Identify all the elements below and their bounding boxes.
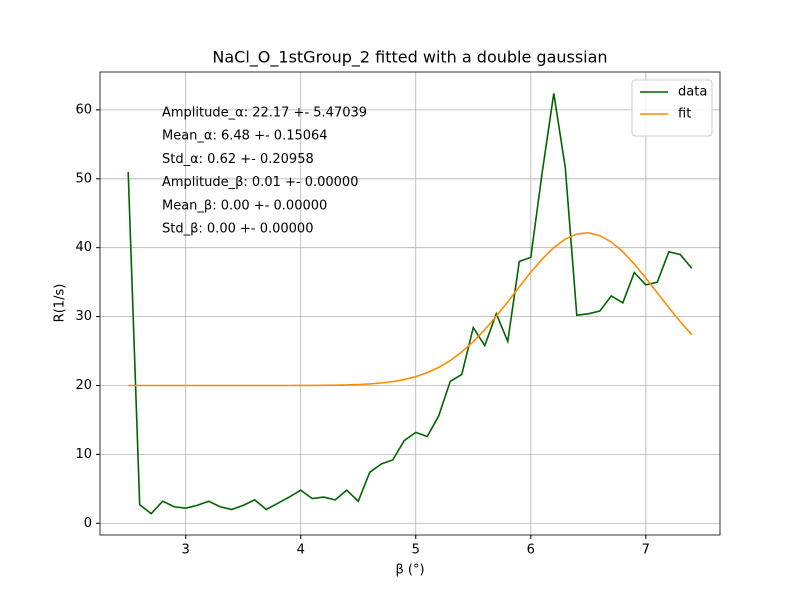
plot-frame — [99, 71, 721, 536]
annotation: Mean_β: 0.00 +- 0.00000 — [162, 198, 327, 213]
chart-title: NaCl_O_1stGroup_2 fitted with a double g… — [212, 48, 607, 68]
x-tick-label: 5 — [412, 543, 420, 558]
y-tick-label: 10 — [75, 447, 92, 462]
x-tick-label: 3 — [182, 543, 190, 558]
annotation: Amplitude_α: 22.17 +- 5.47039 — [162, 106, 367, 121]
y-tick-label: 50 — [75, 171, 92, 186]
annotation: Std_β: 0.00 +- 0.00000 — [162, 222, 313, 237]
series-line — [128, 232, 693, 387]
legend-box — [631, 79, 713, 137]
y-tick-label: 20 — [75, 378, 92, 393]
x-axis-label: β (°) — [395, 563, 424, 578]
annotation: Amplitude_β: 0.01 +- 0.00000 — [162, 175, 358, 190]
y-tick-label: 0 — [84, 516, 92, 531]
x-tick-label: 6 — [527, 543, 535, 558]
annotation: Mean_α: 6.48 +- 0.15064 — [162, 129, 328, 144]
series-line — [127, 93, 693, 515]
legend-label: fit — [678, 107, 691, 122]
legend-label: data — [678, 85, 707, 100]
y-tick-label: 60 — [75, 102, 92, 117]
x-tick-label: 7 — [642, 543, 650, 558]
x-tick-label: 4 — [297, 543, 305, 558]
y-tick-label: 30 — [75, 309, 92, 324]
annotation: Std_α: 0.62 +- 0.20958 — [162, 152, 314, 167]
y-axis-label: R(1/s) — [53, 284, 68, 323]
y-tick-label: 40 — [75, 240, 92, 255]
